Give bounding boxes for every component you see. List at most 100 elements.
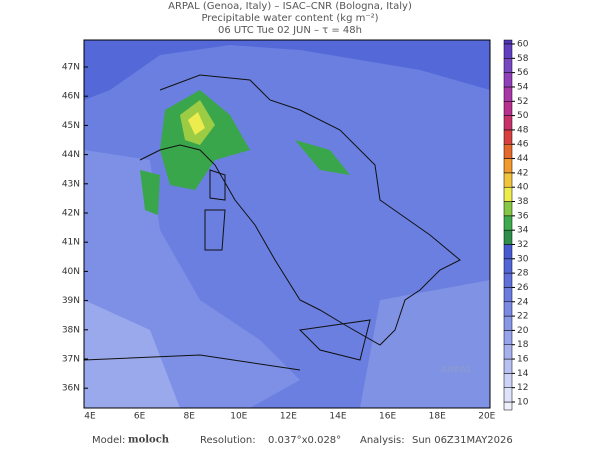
colorbar-segment	[503, 158, 513, 174]
island	[298, 319, 371, 361]
colorbar-segment	[503, 301, 513, 317]
lon-label: 4E	[84, 412, 96, 422]
colorbar-segment	[503, 172, 513, 188]
lat-label: 39N	[62, 296, 80, 306]
lon-label: 12E	[280, 412, 297, 422]
lon-label: 20E	[478, 412, 495, 422]
axis-labels: 47N 46N 45N 44N 43N 42N 41N 40N 39N 38N 37N 36N 4E 6E…	[62, 63, 496, 422]
colorbar-label: 58	[517, 54, 529, 64]
colorbar-label: 20	[517, 326, 529, 336]
footer-label: Analysis:	[360, 435, 405, 446]
island	[204, 169, 226, 251]
colorbar-segment	[503, 358, 513, 374]
colorbar-label: 38	[517, 197, 529, 207]
field-blob	[140, 170, 160, 215]
colorbar-label: 32	[517, 240, 528, 250]
header-line: ARPAL (Genoa, Italy) – ISAC–CNR (Bologna…	[168, 1, 412, 12]
coastline	[83, 354, 301, 371]
colorbar-label: 56	[517, 68, 529, 78]
colorbar-label: 14	[517, 369, 529, 379]
colorbar-label: 44	[517, 154, 529, 164]
colorbar-segment	[503, 272, 513, 288]
colorbar-label: 40	[517, 183, 529, 193]
colorbar-segment	[503, 201, 513, 217]
map-field: ARPAL	[83, 39, 491, 409]
colorbar-label: 12	[517, 383, 528, 393]
lat-label: 45N	[62, 121, 80, 131]
colorbar-label: 36	[517, 211, 529, 221]
lat-label: 46N	[62, 92, 80, 102]
colorbar-segment	[503, 143, 513, 159]
footer-label: Model:	[92, 435, 125, 446]
colorbar: 10 12 14 16 18 20 22 24 26 28 30 32 34 36 38 40 42 44 46 48…	[503, 39, 529, 411]
colorbar-label: 42	[517, 168, 528, 178]
lat-label: 41N	[62, 238, 80, 248]
colorbar-cap	[503, 401, 513, 411]
field-area	[360, 280, 490, 408]
footer-value: moloch	[128, 435, 170, 446]
lon-label: 10E	[230, 412, 247, 422]
field-blob	[295, 140, 350, 175]
colorbar-label: 60	[517, 40, 529, 50]
colorbar-segment	[503, 86, 513, 102]
colorbar-segment	[503, 101, 513, 116]
colorbar-segment	[503, 229, 513, 245]
colorbar-label: 34	[517, 226, 529, 236]
colorbar-label: 16	[517, 355, 529, 365]
coastline	[139, 74, 461, 346]
lat-label: 47N	[62, 63, 80, 73]
lon-label: 14E	[329, 412, 346, 422]
lon-label: 16E	[379, 412, 396, 422]
field-area	[84, 300, 180, 408]
lat-label: 43N	[62, 179, 80, 189]
field-blob	[188, 112, 205, 135]
colorbar-cap	[503, 39, 513, 45]
colorbar-segment	[503, 387, 513, 403]
lat-label: 37N	[62, 355, 80, 365]
colorbar-segment	[503, 315, 513, 331]
colorbar-segment	[503, 115, 513, 131]
lat-label: 40N	[62, 267, 80, 277]
colorbar-segment	[503, 244, 513, 260]
colorbar-label: 46	[517, 140, 529, 150]
map-frame	[83, 39, 491, 409]
footer-value: 0.037°x0.028°	[268, 435, 341, 446]
lon-label: 18E	[429, 412, 446, 422]
colorbar-segment	[503, 186, 513, 202]
lon-label: 8E	[183, 412, 195, 422]
footer-value: Sun 06Z31MAY2026	[412, 435, 513, 446]
footer-label: Resolution:	[200, 435, 256, 446]
colorbar-segment	[503, 129, 513, 145]
colorbar-segment	[503, 287, 513, 303]
colorbar-label: 18	[517, 340, 529, 350]
colorbar-label: 10	[517, 398, 529, 408]
colorbar-segment	[503, 72, 513, 88]
colorbar-label: 52	[517, 97, 528, 107]
colorbar-label: 50	[517, 111, 529, 121]
lat-label: 36N	[62, 384, 80, 394]
colorbar-label: 54	[517, 82, 529, 92]
field-area	[84, 40, 490, 100]
colorbar-segment	[503, 344, 513, 360]
colorbar-segment	[503, 258, 513, 274]
colorbar-label: 22	[517, 312, 528, 322]
header-line: Precipitable water content (kg m⁻²)	[201, 13, 378, 24]
colorbar-segment	[503, 215, 513, 231]
colorbar-label: 24	[517, 297, 529, 307]
colorbar-label: 30	[517, 254, 529, 264]
lat-label: 42N	[62, 209, 80, 219]
colorbar-segment	[503, 58, 513, 73]
lat-label: 44N	[62, 150, 80, 160]
colorbar-segment	[503, 43, 513, 59]
watermark: ARPAL	[440, 366, 473, 376]
header-line: 06 UTC Tue 02 JUN – τ = 48h	[218, 25, 362, 36]
lat-label: 38N	[62, 325, 80, 335]
colorbar-label: 28	[517, 269, 529, 279]
colorbar-label: 48	[517, 125, 529, 135]
colorbar-segment	[503, 330, 513, 345]
colorbar-segment	[503, 373, 513, 388]
lon-label: 6E	[134, 412, 146, 422]
colorbar-label: 26	[517, 283, 529, 293]
